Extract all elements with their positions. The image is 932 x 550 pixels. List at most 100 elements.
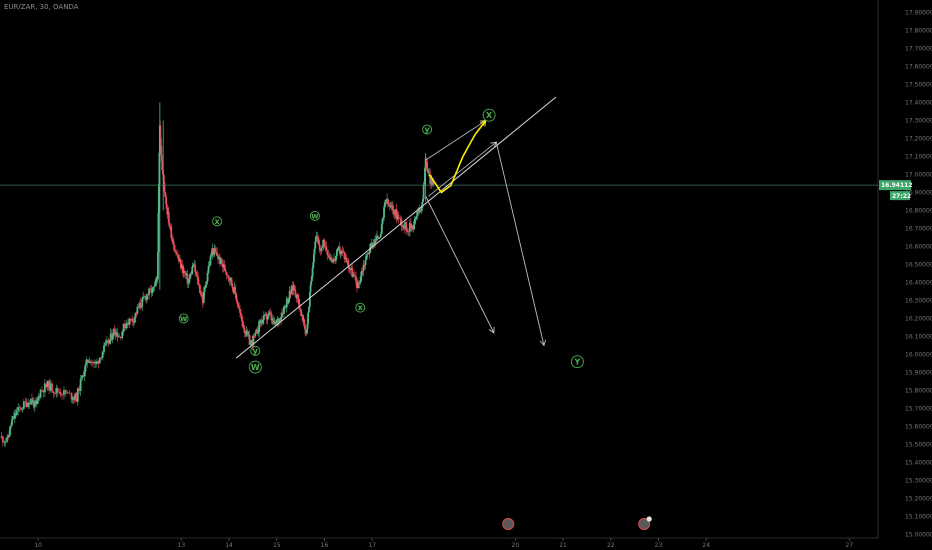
y-tick-label: 17.10000 — [905, 154, 932, 161]
candle-body — [193, 264, 196, 266]
candle-body — [201, 296, 204, 303]
candle-body — [218, 256, 220, 260]
y-tick-label: 15.50000 — [905, 441, 932, 448]
candle-body — [14, 413, 17, 415]
candle-body — [308, 292, 311, 307]
economic-event-marker[interactable] — [502, 517, 515, 531]
candle-body — [325, 246, 328, 251]
channel-line[interactable] — [425, 120, 486, 161]
wave-label-circle — [178, 313, 189, 324]
candle-body — [210, 255, 213, 257]
candle-body — [122, 323, 125, 332]
channel-line[interactable] — [428, 141, 497, 197]
candle-body — [231, 283, 234, 288]
candle-body — [314, 241, 317, 249]
candle-body — [236, 299, 239, 303]
candle-body — [272, 318, 275, 324]
candle-body — [147, 294, 149, 296]
candle-body — [245, 330, 248, 336]
candle-body — [240, 312, 242, 316]
candle-body — [350, 267, 353, 270]
candle-body — [375, 238, 377, 241]
candle-body — [133, 317, 136, 323]
candle-body — [381, 218, 384, 225]
x-tick-label: 23 — [655, 542, 663, 549]
candle-body — [335, 250, 338, 257]
x-tick-label: 14 — [225, 542, 233, 549]
candle-body — [421, 202, 424, 209]
candle-body — [86, 359, 89, 363]
support-trendline[interactable] — [235, 96, 557, 359]
candle-body — [304, 326, 306, 330]
y-tick-label: 16.80000 — [905, 208, 932, 215]
candle-body — [97, 361, 100, 364]
economic-event-marker[interactable] — [638, 517, 651, 531]
projection-arrow[interactable] — [495, 142, 545, 346]
candle-body — [45, 383, 48, 387]
y-tick-label: 16.10000 — [905, 333, 932, 340]
candle-body — [349, 268, 352, 270]
candle-body — [155, 280, 157, 282]
candle-body — [300, 309, 302, 316]
projection-arrow[interactable] — [425, 195, 495, 334]
candle-body — [146, 294, 148, 300]
y-tick-label: 16.70000 — [905, 226, 932, 233]
candle-body — [426, 162, 429, 171]
candle-body — [74, 393, 77, 400]
candle-body — [126, 323, 129, 325]
candle-body — [158, 152, 161, 184]
candle-body — [292, 285, 295, 291]
candle-body — [28, 402, 31, 405]
candle-body — [377, 236, 379, 239]
candle-body — [286, 298, 289, 304]
candle-body — [429, 174, 432, 184]
y-tick-label: 17.30000 — [905, 118, 932, 125]
y-tick-label: 17.40000 — [905, 100, 932, 107]
wave-label-circle — [422, 124, 433, 135]
wave-x-projection[interactable] — [428, 120, 487, 194]
candle-body — [291, 286, 294, 291]
x-tick-label: 16 — [321, 542, 329, 549]
candle-body — [248, 334, 251, 345]
y-tick-label: 15.30000 — [905, 477, 932, 484]
candle-body — [403, 225, 406, 229]
candle-body — [281, 313, 283, 318]
candle-body — [194, 264, 197, 272]
candle-body — [316, 235, 319, 239]
candle-body — [32, 400, 34, 403]
wave-label-circle — [248, 360, 262, 374]
candle-body — [167, 211, 170, 224]
candle-body — [148, 288, 150, 295]
candle-body — [91, 362, 94, 363]
candle-body — [32, 400, 35, 408]
candle-body — [188, 278, 191, 283]
candle-body — [393, 213, 396, 216]
candle-body — [306, 329, 308, 334]
candle-body — [84, 364, 87, 372]
candle-body — [260, 320, 262, 324]
candle-body — [186, 273, 189, 284]
candle-body — [395, 209, 398, 220]
candle-body — [261, 320, 263, 324]
candle-body — [230, 277, 233, 284]
candle-body — [138, 302, 141, 308]
candle-body — [208, 264, 211, 267]
candle-body — [34, 400, 37, 405]
candle-body — [379, 233, 382, 238]
candle-body — [180, 264, 183, 269]
candle-body — [31, 398, 33, 403]
candle-body — [329, 257, 332, 259]
candle-body — [414, 217, 417, 220]
candle-body — [177, 254, 179, 258]
candle-body — [237, 302, 240, 308]
candle-body — [353, 274, 355, 276]
wave-label-circle — [212, 216, 223, 227]
candle-body — [397, 214, 400, 219]
candle-body — [428, 171, 431, 175]
candle-body — [234, 287, 237, 294]
candle-body — [313, 248, 316, 255]
candle-body — [407, 230, 409, 232]
candle-body — [142, 296, 145, 299]
candle-body — [432, 179, 435, 186]
